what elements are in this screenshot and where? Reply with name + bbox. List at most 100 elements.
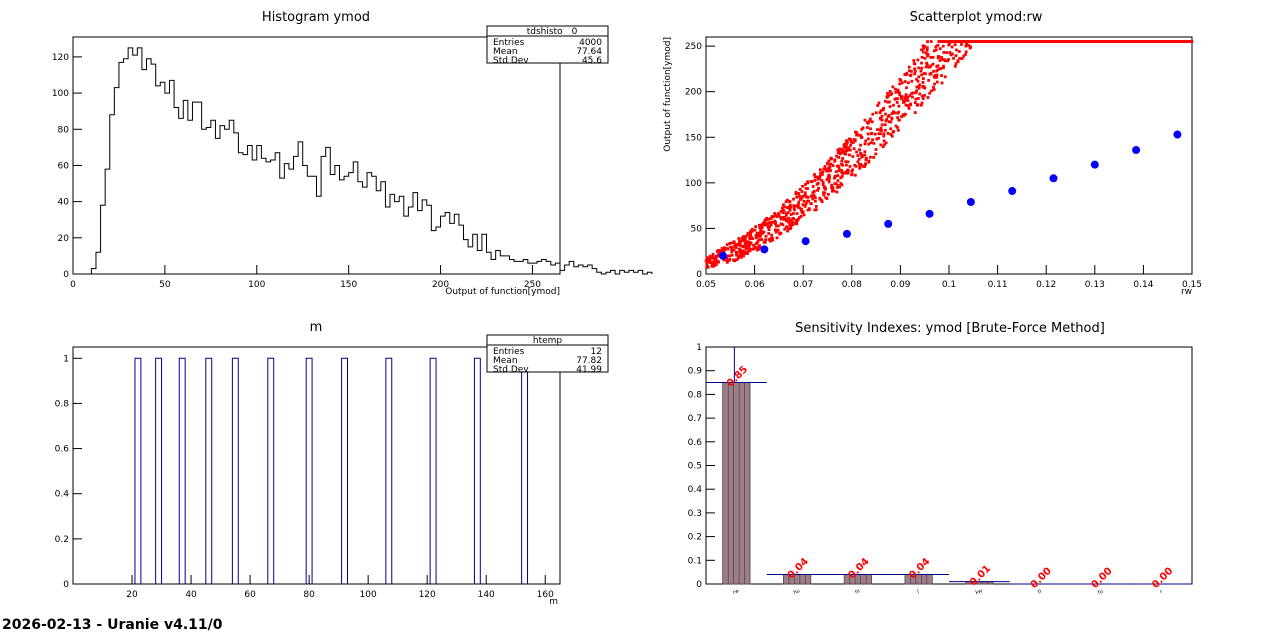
scatter-point [932,85,935,89]
scatter-point [878,111,882,115]
scatter-point [789,219,793,223]
scatter-point [851,168,855,172]
scatter-point [846,160,850,164]
scatter-point [902,101,905,104]
scatter-point [788,227,792,230]
scatter-point [713,263,717,267]
scatter-point [995,40,999,43]
histogram-bin [165,93,170,274]
scatter-point [913,101,917,104]
scatter-point [750,229,754,233]
scatter-point [878,128,882,132]
histogram-bin [229,120,234,274]
scatter-point [785,218,788,222]
scatter-point [844,146,848,150]
scatter-point [884,141,888,145]
scatter-point [733,244,736,248]
scatter-point [920,101,924,105]
scatter-point [952,40,956,43]
scatter-point [768,225,771,228]
y-tick-label: 0 [696,580,702,590]
x-tick-label: 0.06 [745,280,765,290]
scatter-point [882,106,885,110]
stats-label: Std Dev [493,365,529,375]
histogram-bin [574,267,579,274]
y-axis-label: Output of function[ymod] [663,37,673,152]
histogram-bin [257,146,262,274]
scatter-point [855,133,858,137]
scatter-point [1010,40,1014,43]
profile-point [801,237,810,246]
histogram-bar [134,357,142,584]
scatter-point [775,215,779,218]
scatter-point [840,159,844,163]
scatter-point [953,43,957,47]
scatter-point [806,195,810,199]
scatter-point [858,162,861,166]
scatter-point [838,147,842,151]
scatter-point [836,184,840,187]
scatter-point [876,128,879,132]
scatter-point [929,40,933,43]
histogram-bin [473,234,478,274]
histogram-bin [206,127,211,274]
scatter-point [722,258,726,262]
scatter-point [1006,40,1010,43]
y-tick-label: 0.4 [688,485,703,495]
scatter-point [730,241,734,245]
plot-frame [705,36,1193,275]
histogram-bin [509,260,514,274]
histogram-bin [243,155,248,274]
scatter-point [711,252,715,256]
scatter-point [827,192,830,196]
scatter-point [874,152,878,156]
scatter-point [742,235,746,238]
scatter-point [903,96,907,100]
scatter-point [903,80,907,83]
scatter-point [758,223,761,227]
profile-point [884,219,893,228]
scatter-point [711,264,714,267]
scatter-point [813,199,817,203]
scatter-point [823,186,826,189]
scatter-point [888,100,891,104]
scatter-point [771,220,774,224]
scatter-point [809,180,813,183]
scatter-point [1073,40,1077,43]
scatter-point [748,249,752,253]
x-tick-label: 40 [185,590,197,600]
scatter-point [1133,40,1137,43]
scatter-point [817,177,821,181]
histogram-bin [592,269,597,274]
scatter-point [935,65,939,68]
scatter-point [727,254,731,258]
scatter-point [950,52,954,56]
scatter-point [743,235,747,239]
scatter-point [889,120,893,124]
scatter-point [889,93,893,96]
scatter-point [909,73,913,77]
scatter-point [1135,40,1139,43]
scatter-point [863,153,867,157]
y-tick-label: 0.2 [688,533,702,543]
scatter-point [882,139,886,143]
histogram-bin [514,261,519,274]
scatter-point [759,228,763,232]
scatterplot-panel: Scatterplot ymod:rw rw Output of function[… [663,10,1202,297]
index-bar [722,382,751,585]
y-tick-label: 1 [696,343,702,353]
scatter-point [1161,40,1164,43]
scatter-point [758,244,761,248]
scatter-point [1025,40,1028,43]
scatter-point [760,238,764,241]
scatter-point [919,69,923,73]
scatter-point [741,249,745,253]
scatter-point [844,160,848,164]
histogram-bin [156,86,161,274]
scatter-point [988,40,992,43]
scatter-point [942,66,945,70]
histogram-bin [445,212,450,274]
scatter-point [715,263,718,266]
histogram-bin [284,164,289,274]
scatter-point [925,48,929,52]
